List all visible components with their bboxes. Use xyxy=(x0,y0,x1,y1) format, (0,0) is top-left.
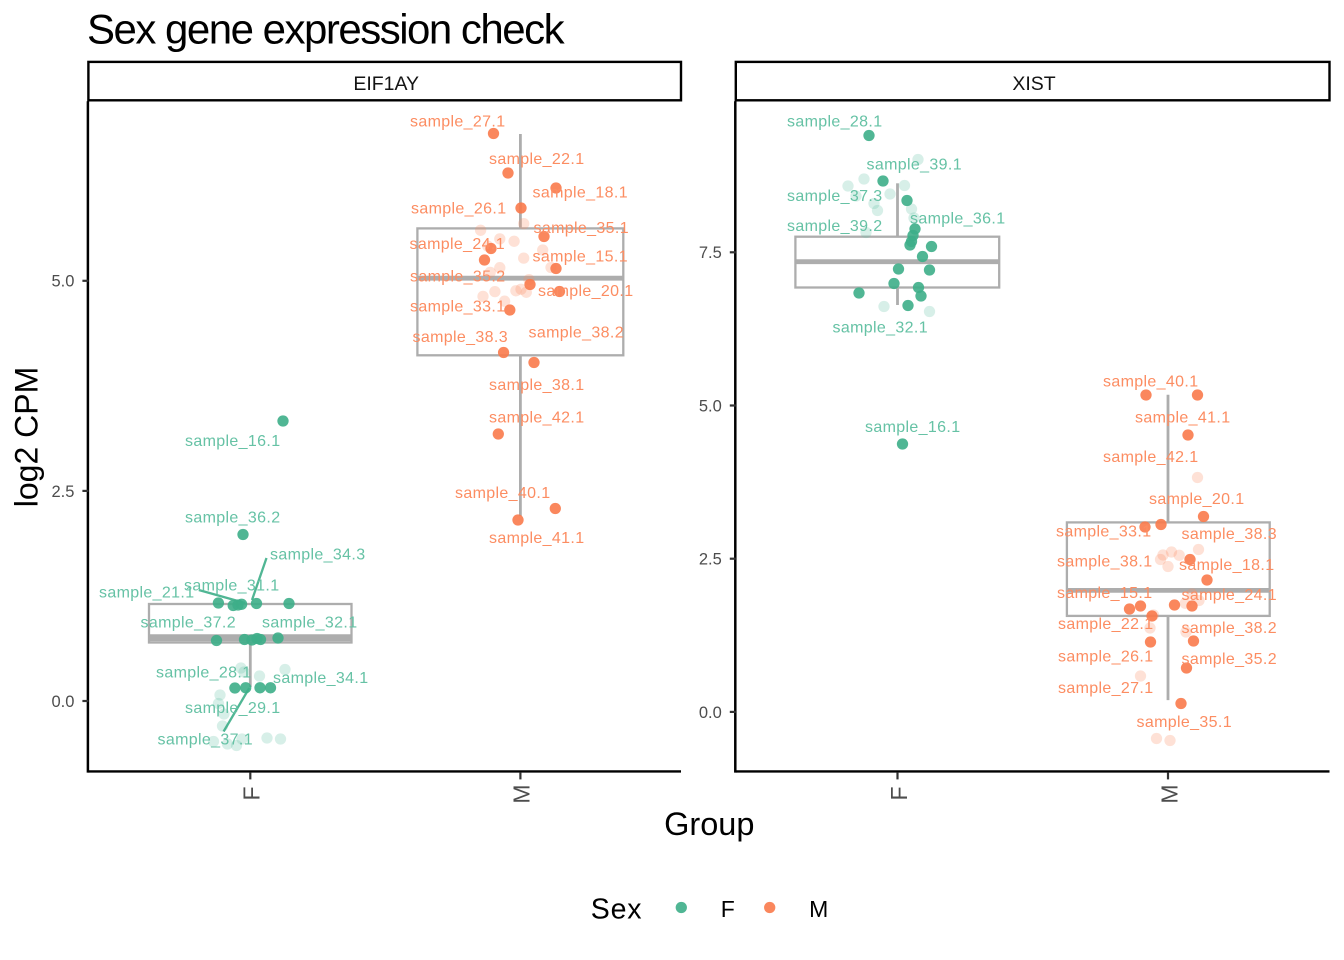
svg-text:Sex gene expression check: Sex gene expression check xyxy=(87,6,566,53)
svg-text:sample_42.1: sample_42.1 xyxy=(489,409,584,426)
svg-text:sample_24.1: sample_24.1 xyxy=(1182,587,1277,604)
svg-text:sample_33.1: sample_33.1 xyxy=(1056,523,1151,540)
svg-text:sample_16.1: sample_16.1 xyxy=(865,419,960,436)
svg-text:sample_32.1: sample_32.1 xyxy=(833,319,928,336)
svg-text:sample_41.1: sample_41.1 xyxy=(489,530,584,547)
svg-text:sample_40.1: sample_40.1 xyxy=(455,485,550,502)
svg-text:sample_22.1: sample_22.1 xyxy=(1058,616,1153,633)
svg-text:sample_37.2: sample_37.2 xyxy=(141,614,236,631)
svg-text:sample_32.1: sample_32.1 xyxy=(262,614,357,631)
svg-text:sample_38.1: sample_38.1 xyxy=(489,377,584,394)
svg-text:M: M xyxy=(1156,784,1182,803)
svg-text:sample_20.1: sample_20.1 xyxy=(1149,491,1244,508)
svg-text:2.5: 2.5 xyxy=(699,551,722,569)
svg-text:2.5: 2.5 xyxy=(51,483,74,501)
svg-text:0.0: 0.0 xyxy=(51,693,74,711)
svg-text:F: F xyxy=(239,786,265,800)
svg-text:sample_35.2: sample_35.2 xyxy=(410,268,505,285)
svg-text:sample_20.1: sample_20.1 xyxy=(538,283,633,300)
svg-text:sample_35.1: sample_35.1 xyxy=(1137,714,1232,731)
svg-text:sample_26.1: sample_26.1 xyxy=(1058,648,1153,665)
svg-text:Sex: Sex xyxy=(591,893,643,925)
svg-text:5.0: 5.0 xyxy=(51,273,74,291)
svg-text:sample_31.1: sample_31.1 xyxy=(184,577,279,594)
svg-text:sample_16.1: sample_16.1 xyxy=(185,433,280,450)
svg-text:sample_27.1: sample_27.1 xyxy=(1058,680,1153,697)
svg-text:sample_39.2: sample_39.2 xyxy=(787,218,882,235)
svg-text:sample_37.1: sample_37.1 xyxy=(158,731,253,748)
svg-text:0.0: 0.0 xyxy=(699,704,722,722)
svg-text:sample_38.2: sample_38.2 xyxy=(529,324,624,341)
svg-text:sample_29.1: sample_29.1 xyxy=(185,700,280,717)
svg-text:sample_38.1: sample_38.1 xyxy=(1057,553,1152,570)
svg-text:sample_34.1: sample_34.1 xyxy=(273,670,368,687)
svg-text:M: M xyxy=(509,784,535,803)
svg-text:sample_38.3: sample_38.3 xyxy=(1182,526,1277,543)
svg-text:Group: Group xyxy=(664,806,754,842)
svg-text:sample_18.1: sample_18.1 xyxy=(1179,557,1274,574)
svg-text:sample_39.1: sample_39.1 xyxy=(867,156,962,173)
svg-text:sample_28.1: sample_28.1 xyxy=(787,113,882,130)
svg-text:F: F xyxy=(721,896,735,922)
svg-text:sample_41.1: sample_41.1 xyxy=(1135,409,1230,426)
svg-text:sample_38.3: sample_38.3 xyxy=(413,329,508,346)
svg-text:EIF1AY: EIF1AY xyxy=(353,73,419,95)
svg-text:5.0: 5.0 xyxy=(699,397,722,415)
svg-text:sample_35.1: sample_35.1 xyxy=(534,220,629,237)
svg-text:sample_21.1: sample_21.1 xyxy=(99,584,194,601)
svg-text:M: M xyxy=(809,896,828,922)
svg-text:sample_40.1: sample_40.1 xyxy=(1103,373,1198,390)
svg-text:7.5: 7.5 xyxy=(699,244,722,262)
svg-text:sample_36.2: sample_36.2 xyxy=(185,509,280,526)
svg-text:sample_22.1: sample_22.1 xyxy=(489,151,584,168)
svg-text:sample_15.1: sample_15.1 xyxy=(1057,585,1152,602)
svg-text:sample_42.1: sample_42.1 xyxy=(1103,449,1198,466)
svg-text:sample_28.1: sample_28.1 xyxy=(156,664,251,681)
svg-text:sample_18.1: sample_18.1 xyxy=(533,184,628,201)
svg-text:XIST: XIST xyxy=(1012,73,1055,95)
svg-text:sample_38.2: sample_38.2 xyxy=(1182,620,1277,637)
svg-text:sample_33.1: sample_33.1 xyxy=(410,298,505,315)
svg-text:sample_34.3: sample_34.3 xyxy=(270,546,365,563)
svg-text:sample_35.2: sample_35.2 xyxy=(1182,651,1277,668)
svg-text:sample_37.3: sample_37.3 xyxy=(787,188,882,205)
svg-text:sample_26.1: sample_26.1 xyxy=(411,200,506,217)
svg-text:F: F xyxy=(886,786,912,800)
svg-text:sample_15.1: sample_15.1 xyxy=(533,248,628,265)
svg-text:sample_24.1: sample_24.1 xyxy=(410,236,505,253)
svg-text:sample_36.1: sample_36.1 xyxy=(910,210,1005,227)
svg-text:log2 CPM: log2 CPM xyxy=(9,367,45,508)
svg-text:sample_27.1: sample_27.1 xyxy=(410,113,505,130)
